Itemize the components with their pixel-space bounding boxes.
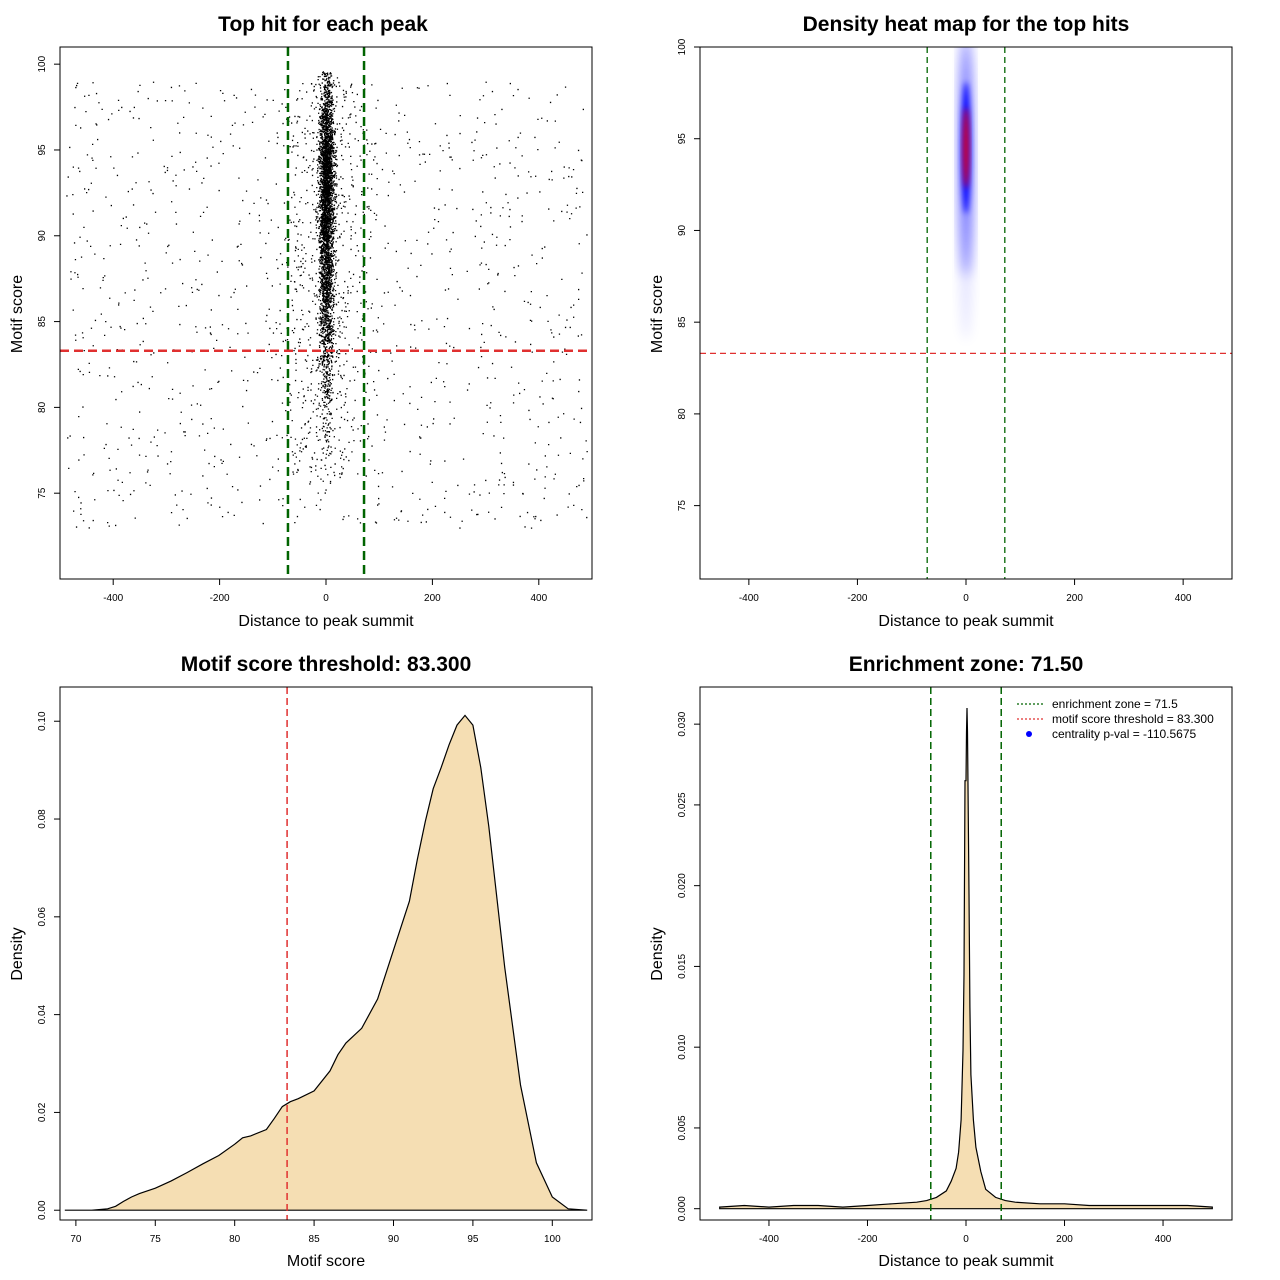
panel2-ticks: -400 -200 0 200 400 75 80 85 90 95 100 [677,38,1192,604]
panel3-ylabel: Density [9,927,26,980]
x-tick-label: 400 [530,593,547,604]
y-tick-label: 100 [677,38,688,55]
panel4-ticks: -400 -200 0 200 400 0.000 0.005 0.010 0.015 0.020… [677,711,1172,1245]
x-tick-label: 200 [424,593,441,604]
panel2-ylabel: Motif score [649,275,666,353]
panel1-frame [59,46,593,580]
y-tick-label: 95 [677,133,688,145]
legend-pval-label: centrality p-val = -110.5675 [1052,727,1197,741]
panel4-xlabel: Distance to peak summit [878,1253,1054,1270]
y-tick-label: 80 [37,401,48,413]
x-tick-label: 0 [963,1234,969,1245]
x-tick-label: 400 [1155,1234,1172,1245]
y-tick-label: 90 [677,224,688,236]
panel3-frame [59,686,593,1221]
x-tick-label: 75 [150,1234,162,1245]
x-tick-label: 85 [309,1234,321,1245]
x-tick-label: 200 [1056,1234,1073,1245]
panel-heatmap: Density heat map for the top hits Distan… [649,13,1233,630]
panel-distance-density: Enrichment zone: 71.50 Distance to peak … [649,653,1233,1270]
panel4-title: Enrichment zone: 71.50 [849,653,1084,676]
panel4-ylabel: Density [649,927,666,980]
y-tick-label: 85 [677,316,688,328]
y-tick-label: 85 [37,316,48,328]
x-tick-label: 200 [1066,593,1083,604]
x-tick-label: 95 [467,1234,479,1245]
y-tick-label: 75 [677,500,688,512]
x-tick-label: -400 [103,593,123,604]
panel1-ylabel: Motif score [9,275,26,353]
panel1-xlabel: Distance to peak summit [238,613,414,630]
legend-threshold-label: motif score threshold = 83.300 [1052,712,1214,726]
x-tick-label: -400 [759,1234,779,1245]
y-tick-label: 0.02 [37,1102,48,1122]
x-tick-label: 90 [388,1234,400,1245]
panel4-frame [699,686,1233,1221]
x-tick-label: -400 [739,593,759,604]
y-tick-label: 0.025 [677,792,688,817]
panel3-xlabel: Motif score [287,1253,365,1270]
y-tick-label: 0.000 [677,1196,688,1221]
panel2-title: Density heat map for the top hits [803,13,1130,36]
x-tick-label: 400 [1175,593,1192,604]
y-tick-label: 0.00 [37,1200,48,1220]
density-peak [963,107,969,189]
x-tick-label: -200 [210,593,230,604]
y-tick-label: 0.10 [37,711,48,731]
panel-score-density: Motif score threshold: 83.300 Motif scor… [9,653,593,1270]
scatter-points [66,71,588,529]
y-tick-label: 90 [37,230,48,242]
y-tick-label: 95 [37,144,48,156]
x-tick-label: 0 [963,593,969,604]
y-tick-label: 0.020 [677,873,688,898]
y-tick-label: 0.005 [677,1115,688,1140]
y-tick-label: 0.030 [677,711,688,736]
panel2-frame [699,46,1233,580]
legend-pval-swatch [1026,731,1032,737]
score-density-curve [64,714,588,1211]
panel1-title: Top hit for each peak [218,13,428,36]
x-tick-label: 80 [229,1234,241,1245]
y-tick-label: 0.04 [37,1004,48,1024]
scatter-point-cloud [66,71,588,529]
y-tick-label: 0.015 [677,953,688,978]
x-tick-label: 0 [323,593,329,604]
panel1-ticks: -400 -200 0 200 400 75 80 85 90 95 100 [37,55,548,604]
y-tick-label: 0.06 [37,907,48,927]
legend: enrichment zone = 71.5 motif score thres… [1017,697,1214,741]
panel2-xlabel: Distance to peak summit [878,613,1054,630]
density-heatmap [959,47,973,341]
y-tick-label: 75 [37,487,48,499]
y-tick-label: 80 [677,408,688,420]
x-tick-label: 100 [544,1234,561,1245]
x-tick-label: 70 [70,1234,82,1245]
x-tick-label: -200 [847,593,867,604]
y-tick-label: 0.010 [677,1034,688,1059]
panel3-title: Motif score threshold: 83.300 [181,653,472,676]
x-tick-label: -200 [857,1234,877,1245]
panel3-ticks: 70 75 80 85 90 95 100 0.00 0.02 0.04 0.06 0.08 0.10 [37,711,561,1245]
y-tick-label: 0.08 [37,809,48,829]
y-tick-label: 100 [37,55,48,72]
distance-density-curve [719,707,1213,1210]
panel-scatter: Top hit for each peak Distance to peak s… [9,13,593,630]
legend-enrichment-label: enrichment zone = 71.5 [1052,697,1178,711]
